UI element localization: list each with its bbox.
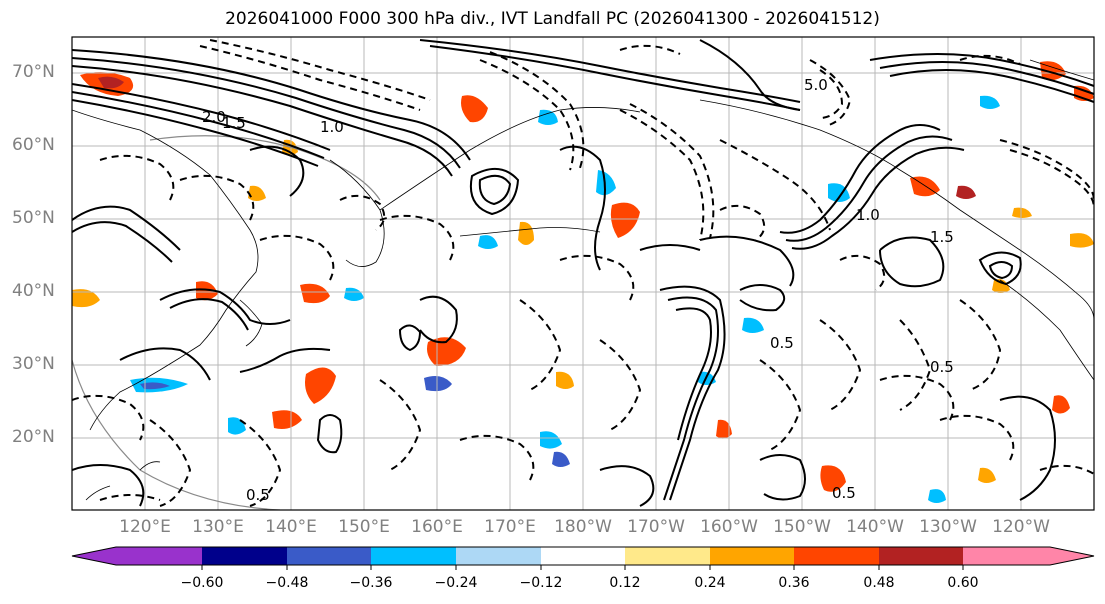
lon-label: 170°E bbox=[484, 517, 536, 537]
lat-label: 20°N bbox=[12, 427, 55, 447]
contour-label: 0.5 bbox=[770, 334, 794, 352]
colorbar-segment bbox=[625, 547, 710, 565]
lat-label: 70°N bbox=[12, 62, 55, 82]
colorbar-segment bbox=[879, 547, 963, 565]
colorbar-segment bbox=[794, 547, 879, 565]
colorbar-segment bbox=[116, 547, 202, 565]
lon-label: 180°W bbox=[554, 517, 612, 537]
colorbar-tick-label: 0.24 bbox=[694, 575, 726, 591]
coastlines bbox=[72, 59, 1094, 501]
colorbar-segment bbox=[963, 547, 1050, 565]
lat-label: 60°N bbox=[12, 135, 55, 155]
lat-label: 30°N bbox=[12, 354, 55, 374]
colorbar-tick-label: −0.48 bbox=[265, 575, 309, 591]
contour-label: 1.0 bbox=[320, 118, 344, 136]
colorbar-outline bbox=[71, 546, 1095, 566]
lon-label: 150°E bbox=[338, 517, 390, 537]
contour-label: 1.0 bbox=[856, 206, 880, 224]
colorbar-tick-label: 0.48 bbox=[863, 575, 895, 591]
lat-label: 40°N bbox=[12, 281, 55, 301]
colorbar bbox=[71, 546, 1095, 570]
contour-labels: 0.5 1.0 1.5 2.0 5.0 0.5 1.0 0.5 1.5 0.5 bbox=[202, 76, 954, 504]
colorbar-segment bbox=[287, 547, 371, 565]
colorbar-segment bbox=[541, 547, 625, 565]
map-frame bbox=[71, 36, 1095, 511]
lon-label: 140°E bbox=[265, 517, 317, 537]
contour-label: 0.5 bbox=[832, 484, 856, 502]
colorbar-tick-label: −0.24 bbox=[434, 575, 478, 591]
colorbar-min-extension bbox=[72, 547, 116, 565]
colorbar-segment bbox=[371, 547, 456, 565]
lon-label: 130°W bbox=[919, 517, 977, 537]
colorbar-segment bbox=[456, 547, 541, 565]
lon-label: 130°E bbox=[192, 517, 244, 537]
colorbar-tick-label: −0.60 bbox=[180, 575, 224, 591]
contour-label: 2.0 bbox=[202, 108, 226, 126]
contour-label: 0.5 bbox=[246, 486, 270, 504]
lat-label: 50°N bbox=[12, 208, 55, 228]
solid-contours bbox=[72, 39, 1094, 507]
colorbar-segment bbox=[710, 547, 794, 565]
contour-label: 5.0 bbox=[804, 76, 828, 94]
lon-label: 120°E bbox=[119, 517, 171, 537]
contour-label: 1.5 bbox=[222, 114, 246, 132]
colorbar-tick-label: −0.12 bbox=[519, 575, 563, 591]
colorbar-tick-label: −0.36 bbox=[349, 575, 393, 591]
lon-label: 160°W bbox=[700, 517, 758, 537]
map-plot-area: 0.5 1.0 1.5 2.0 5.0 0.5 1.0 0.5 1.5 0.5 bbox=[72, 37, 1094, 510]
lon-label: 120°W bbox=[992, 517, 1050, 537]
colorbar-tick-label: 0.60 bbox=[947, 575, 979, 591]
colorbar-segment bbox=[202, 547, 287, 565]
map-title: 2026041000 F000 300 hPa div., IVT Landfa… bbox=[225, 9, 880, 29]
contour-label: 1.5 bbox=[930, 228, 954, 246]
dashed-contours bbox=[72, 39, 1094, 507]
colorbar-tick-label: 0.12 bbox=[609, 575, 641, 591]
colorbar-max-extension bbox=[1050, 547, 1094, 565]
lon-label: 140°W bbox=[846, 517, 904, 537]
lon-label: 160°E bbox=[411, 517, 463, 537]
lon-label: 150°W bbox=[773, 517, 831, 537]
contour-label: 0.5 bbox=[930, 358, 954, 376]
lon-label: 170°W bbox=[627, 517, 685, 537]
colorbar-tick-label: 0.36 bbox=[778, 575, 810, 591]
